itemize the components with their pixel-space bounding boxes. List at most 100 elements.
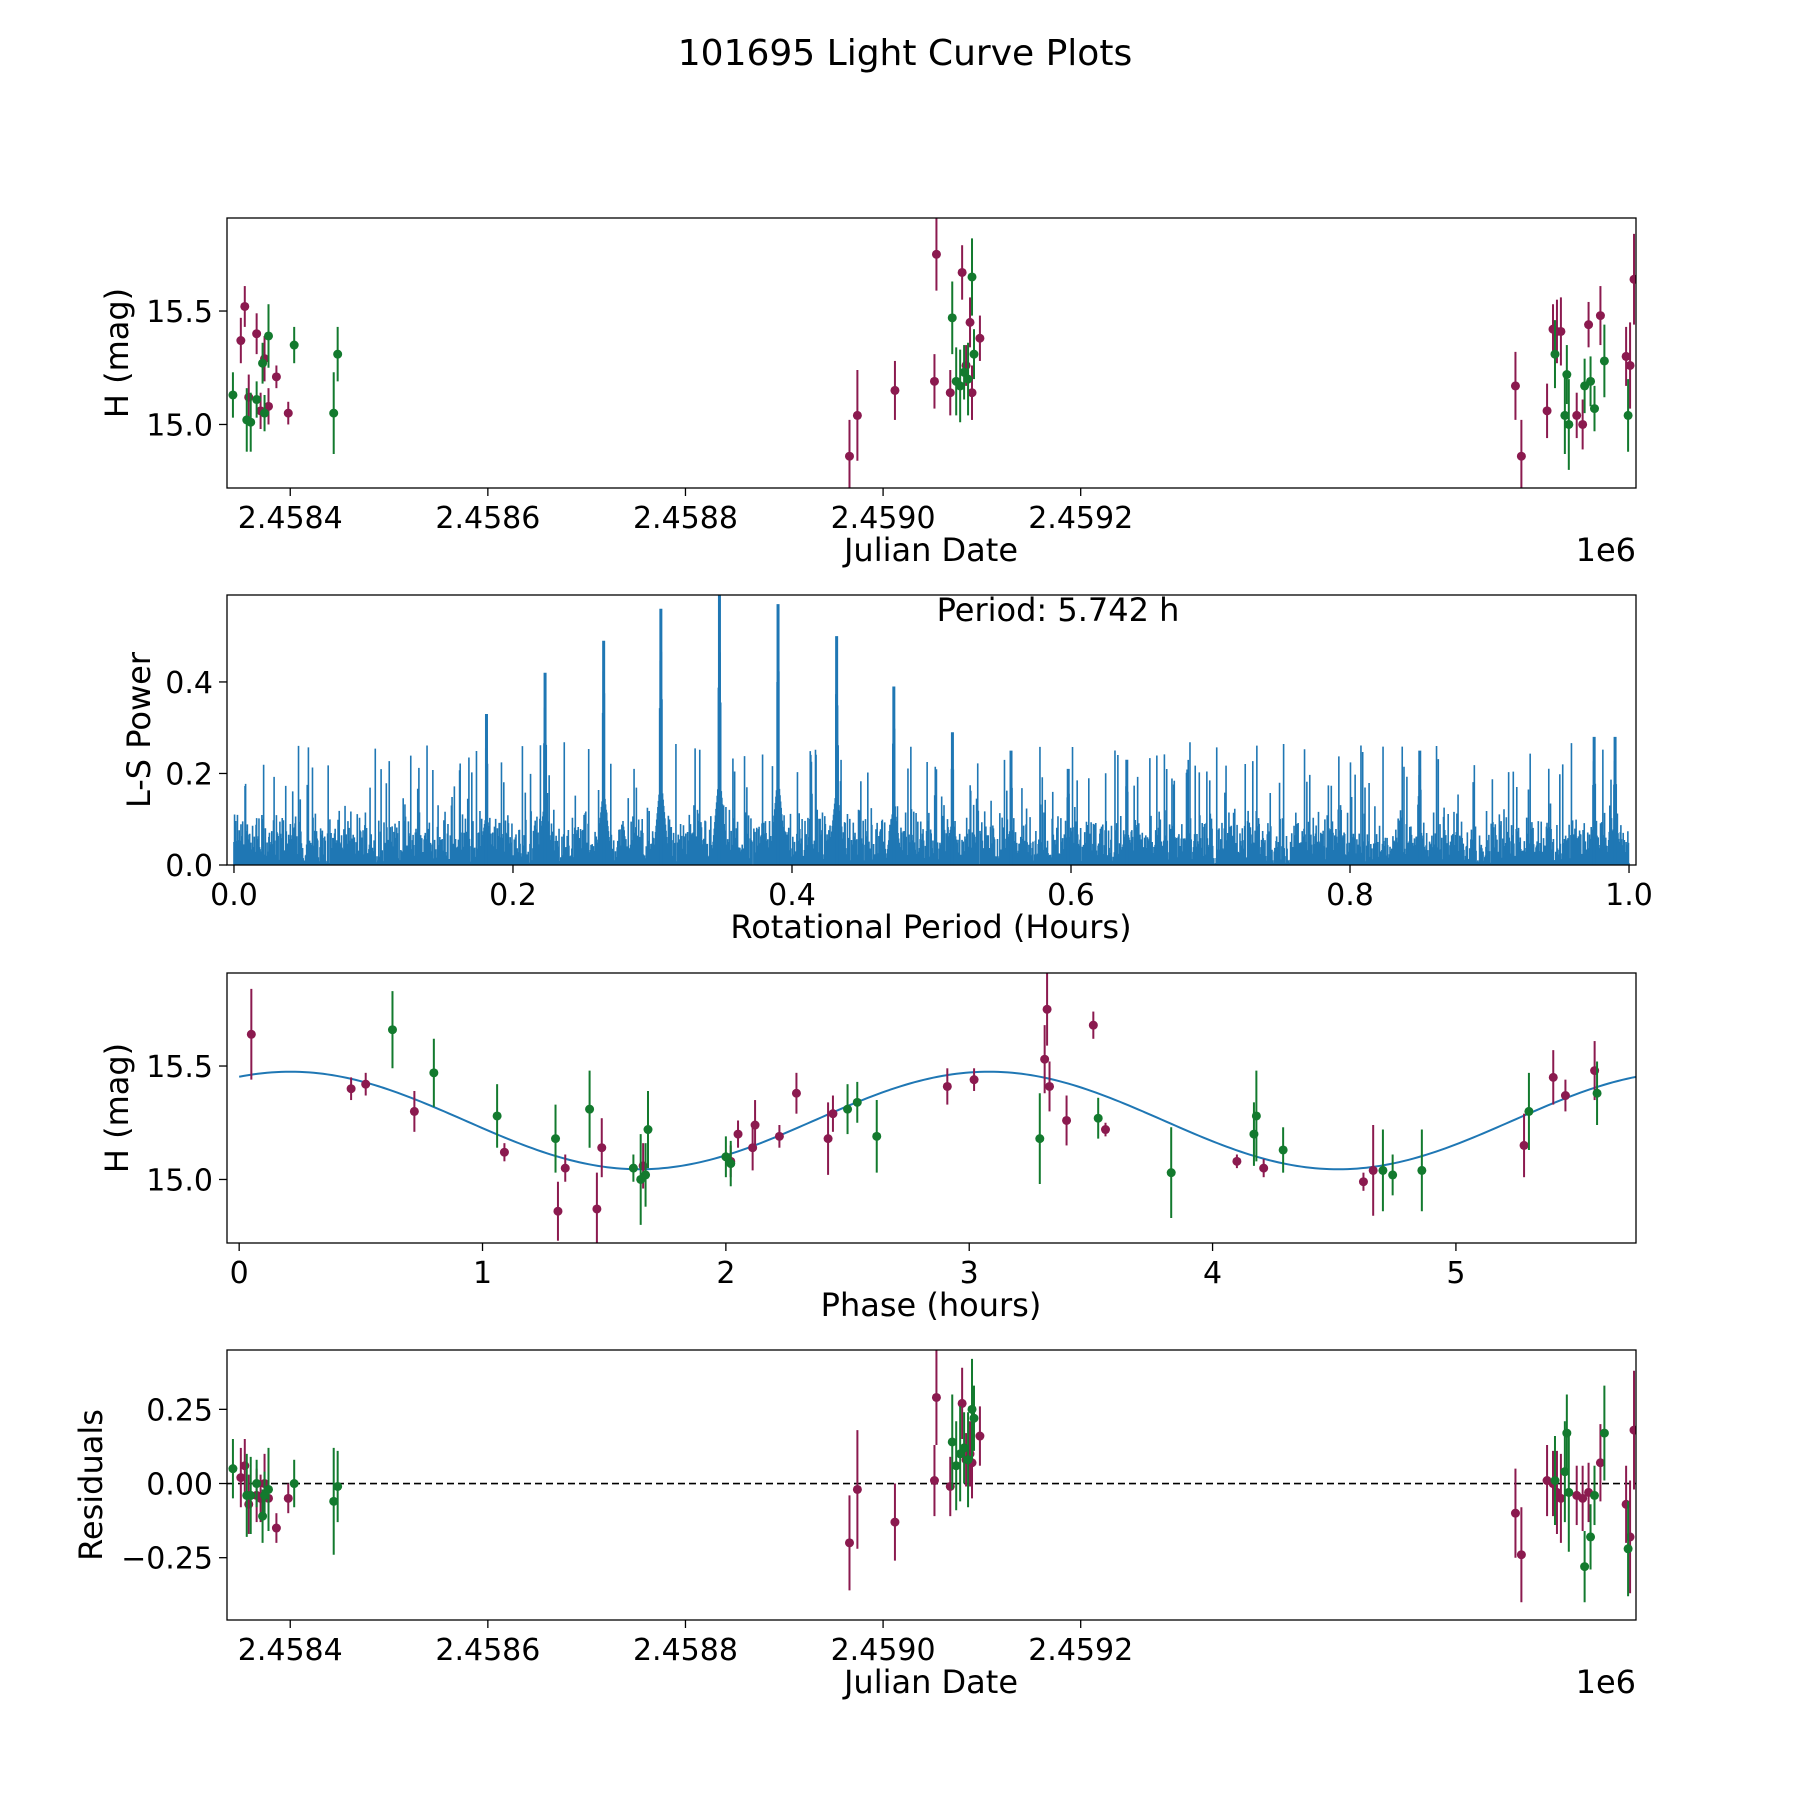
residuals-red-point	[957, 1398, 967, 1408]
phased-curve-red-point	[774, 1131, 784, 1141]
phased-curve-red-point	[1040, 1054, 1050, 1064]
periodogram-y-tick-label: 0.4	[165, 666, 213, 701]
phased-curve-red-point	[361, 1079, 371, 1089]
light-curve-red-point	[965, 317, 975, 327]
light-curve-x-tick-label: 2.4588	[633, 501, 738, 536]
light-curve-green-point	[260, 408, 270, 418]
light-curve-green-point	[963, 374, 973, 384]
phased-curve-red-point	[1368, 1165, 1378, 1175]
residuals-green-point	[963, 1455, 973, 1465]
phased-curve-red-point	[553, 1206, 563, 1216]
phased-curve-green-point	[726, 1159, 736, 1169]
phased-curve-green-point	[1417, 1165, 1427, 1175]
light-curve-ticks: 2.4584 2.4586 2.4588 2.4590 2.4592 15.0 15.5	[146, 295, 1133, 536]
residuals-red-point	[1516, 1550, 1526, 1560]
phased-curve-axes-frame	[226, 972, 1637, 1244]
phased-curve-green-point	[1035, 1134, 1045, 1144]
light-curve-green-point	[246, 417, 256, 427]
phased-curve-x-tick-label: 0	[230, 1256, 249, 1291]
residuals-red-point	[1595, 1458, 1605, 1468]
light-curve-x-tick-label: 2.4584	[238, 501, 343, 536]
light-curve-axes-frame	[226, 217, 1637, 489]
phased-curve-x-label: Phase (hours)	[821, 1286, 1042, 1324]
residuals-x-tick-label: 2.4590	[831, 1633, 936, 1668]
phased-curve-plot-area	[238, 973, 1636, 1243]
phased-curve-green-point	[429, 1068, 439, 1078]
phased-curve-x-tick-label: 1	[473, 1256, 492, 1291]
light-curve-red-point	[929, 376, 939, 386]
phased-curve-red-point	[942, 1081, 952, 1091]
phased-curve-red-point	[1519, 1140, 1529, 1150]
phased-curve-red-point	[823, 1134, 833, 1144]
residuals-red-point	[1556, 1493, 1566, 1503]
residuals-red-point	[271, 1523, 281, 1533]
light-curve-green-point	[329, 408, 339, 418]
residuals-red-point	[244, 1499, 254, 1509]
light-curve-green-point	[228, 390, 238, 400]
residuals-red-point	[890, 1517, 900, 1527]
residuals-green-point	[258, 1511, 268, 1521]
light-curve-red-point	[236, 336, 246, 346]
light-curve-y-label: H (mag)	[98, 288, 136, 418]
light-curve-green-point	[1550, 349, 1560, 359]
light-curve-x-label: Julian Date	[842, 531, 1018, 569]
light-curve-green-point	[967, 272, 977, 282]
light-curve-green-point	[1562, 370, 1572, 380]
residuals-green-point	[333, 1481, 343, 1491]
phased-curve-red-point	[1045, 1081, 1055, 1091]
residuals-green-point	[1599, 1428, 1609, 1438]
light-curve-x-tick-label: 2.4586	[435, 501, 540, 536]
residuals-red-point	[1510, 1508, 1520, 1518]
residuals-green-point	[246, 1490, 256, 1500]
phased-curve-green-point	[387, 1025, 397, 1035]
phased-curve-green-point	[843, 1104, 853, 1114]
residuals-red-point	[929, 1476, 939, 1486]
light-curve-red-point	[945, 388, 955, 398]
residuals-red-point	[236, 1473, 246, 1483]
residuals-x-tick-label: 2.4588	[633, 1633, 738, 1668]
phased-curve-red-point	[1062, 1115, 1072, 1125]
phased-curve-fit-line	[238, 1070, 1636, 1171]
light-curve-green-point	[1590, 404, 1600, 414]
periodogram-x-tick-label: 0.8	[1326, 878, 1374, 913]
phased-curve-green-point	[643, 1125, 653, 1135]
phased-curve-green-point	[1251, 1111, 1261, 1121]
residuals-green-point	[228, 1464, 238, 1474]
phased-curve-green-point	[852, 1097, 862, 1107]
residuals-panel: 2.4584 2.4586 2.4588 2.4590 2.4592 −0.25 0.00 0…	[72, 1349, 1637, 1701]
periodogram-x-tick-label: 0.4	[768, 878, 816, 913]
periodogram-y-label: L-S Power	[120, 651, 158, 808]
phased-curve-green-point	[872, 1131, 882, 1141]
light-curve-green-point	[258, 358, 268, 368]
periodogram-panel: 0.0 0.2 0.4 0.6 0.8 1.0 0.0 0.2 0.4 Period: 5.74…	[120, 591, 1653, 946]
periodogram-ticks: 0.0 0.2 0.4 0.6 0.8 1.0 0.0 0.2 0.4	[165, 666, 1653, 913]
phased-curve-red-point	[346, 1084, 356, 1094]
light-curve-red-point	[1516, 451, 1526, 461]
periodogram-x-tick-label: 0.6	[1047, 878, 1095, 913]
light-curve-green-point	[1623, 410, 1633, 420]
residuals-red-point	[1625, 1532, 1635, 1542]
residuals-y-tick-label: 0.00	[146, 1468, 213, 1503]
residuals-green-point	[289, 1479, 299, 1489]
phased-curve-y-label: H (mag)	[98, 1043, 136, 1173]
residuals-red-point	[945, 1481, 955, 1491]
residuals-red-point	[240, 1461, 250, 1471]
phased-curve-green-point	[1278, 1145, 1288, 1155]
phased-curve-x-tick-label: 3	[960, 1256, 979, 1291]
phased-curve-red-point	[1232, 1156, 1242, 1166]
residuals-red-point	[852, 1484, 862, 1494]
light-curve-red-point	[1510, 381, 1520, 391]
period-annotation: Period: 5.742 h	[937, 591, 1180, 629]
phased-curve-y-tick-label: 15.5	[146, 1050, 213, 1085]
residuals-green-point	[967, 1404, 977, 1414]
phased-curve-red-point	[733, 1129, 743, 1139]
light-curve-red-point	[852, 410, 862, 420]
periodogram-plot-area	[233, 595, 1630, 865]
light-curve-red-point	[240, 301, 250, 311]
light-curve-plot-area	[228, 218, 1636, 488]
light-curve-panel: 2.4584 2.4586 2.4588 2.4590 2.4592 15.0 15.5 J…	[98, 217, 1637, 569]
phased-curve-green-point	[492, 1111, 502, 1121]
residuals-green-point	[1562, 1428, 1572, 1438]
residuals-green-point	[252, 1479, 262, 1489]
